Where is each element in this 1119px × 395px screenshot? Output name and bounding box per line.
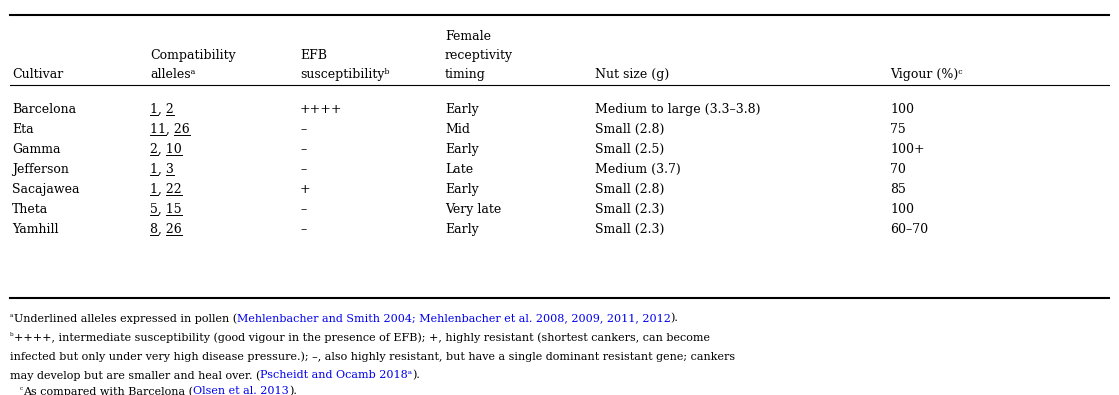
Text: Vigour (%)ᶜ: Vigour (%)ᶜ <box>890 68 962 81</box>
Text: ᵃ: ᵃ <box>10 313 13 322</box>
Text: Compatibility: Compatibility <box>150 49 236 62</box>
Text: Theta: Theta <box>12 203 48 216</box>
Text: Early: Early <box>445 223 479 236</box>
Text: Small (2.8): Small (2.8) <box>595 123 665 136</box>
Text: timing: timing <box>445 68 486 81</box>
Text: Pscheidt and Ocamb 2018ᵃ: Pscheidt and Ocamb 2018ᵃ <box>261 370 413 380</box>
Text: Late: Late <box>445 163 473 176</box>
Text: 60–70: 60–70 <box>890 223 928 236</box>
Text: 100: 100 <box>890 103 914 116</box>
Text: Small (2.3): Small (2.3) <box>595 203 665 216</box>
Text: Sacajawea: Sacajawea <box>12 183 79 196</box>
Text: ᵇ: ᵇ <box>10 332 13 341</box>
Text: ).: ). <box>670 313 678 324</box>
Text: Early: Early <box>445 183 479 196</box>
Text: –: – <box>300 123 307 136</box>
Text: Mid: Mid <box>445 123 470 136</box>
Text: Gamma: Gamma <box>12 143 60 156</box>
Text: 70: 70 <box>890 163 906 176</box>
Text: 1, 3: 1, 3 <box>150 163 173 176</box>
Text: Early: Early <box>445 143 479 156</box>
Text: Olsen et al. 2013: Olsen et al. 2013 <box>194 386 289 395</box>
Text: Jefferson: Jefferson <box>12 163 69 176</box>
Text: ++++: ++++ <box>300 103 342 116</box>
Text: Barcelona: Barcelona <box>12 103 76 116</box>
Text: 100: 100 <box>890 203 914 216</box>
Text: Medium (3.7): Medium (3.7) <box>595 163 680 176</box>
Text: ++++, intermediate susceptibility (good vigour in the presence of EFB); +, highl: ++++, intermediate susceptibility (good … <box>13 332 709 342</box>
Text: 1, 2: 1, 2 <box>150 103 173 116</box>
Text: ).: ). <box>289 386 297 395</box>
Text: Underlined alleles expressed in pollen (: Underlined alleles expressed in pollen ( <box>13 313 236 324</box>
Text: Eta: Eta <box>12 123 34 136</box>
Text: 75: 75 <box>890 123 905 136</box>
Text: Early: Early <box>445 103 479 116</box>
Text: may develop but are smaller and heal over. (: may develop but are smaller and heal ove… <box>10 370 261 380</box>
Text: –: – <box>300 223 307 236</box>
Text: Female: Female <box>445 30 491 43</box>
Text: –: – <box>300 203 307 216</box>
Text: Nut size (g): Nut size (g) <box>595 68 669 81</box>
Text: Cultivar: Cultivar <box>12 68 64 81</box>
Text: 85: 85 <box>890 183 906 196</box>
Text: As compared with Barcelona (: As compared with Barcelona ( <box>23 386 194 395</box>
Text: 5, 15: 5, 15 <box>150 203 181 216</box>
Text: infected but only under very high disease pressure.); –, also highly resistant, : infected but only under very high diseas… <box>10 351 735 361</box>
Text: –: – <box>300 163 307 176</box>
Text: susceptibilityᵇ: susceptibilityᵇ <box>300 68 389 81</box>
Text: 2, 10: 2, 10 <box>150 143 181 156</box>
Text: Small (2.8): Small (2.8) <box>595 183 665 196</box>
Text: allelesᵃ: allelesᵃ <box>150 68 196 81</box>
Text: 100+: 100+ <box>890 143 924 156</box>
Text: EFB: EFB <box>300 49 327 62</box>
Text: 11, 26: 11, 26 <box>150 123 190 136</box>
Text: ᶜ: ᶜ <box>20 386 23 395</box>
Text: receptivity: receptivity <box>445 49 514 62</box>
Text: Medium to large (3.3–3.8): Medium to large (3.3–3.8) <box>595 103 761 116</box>
Text: Very late: Very late <box>445 203 501 216</box>
Text: ).: ). <box>413 370 421 380</box>
Text: –: – <box>300 143 307 156</box>
Text: +: + <box>300 183 311 196</box>
Text: Yamhill: Yamhill <box>12 223 58 236</box>
Text: Small (2.5): Small (2.5) <box>595 143 665 156</box>
Text: 8, 26: 8, 26 <box>150 223 181 236</box>
Text: Small (2.3): Small (2.3) <box>595 223 665 236</box>
Text: 1, 22: 1, 22 <box>150 183 181 196</box>
Text: Mehlenbacher and Smith 2004; Mehlenbacher et al. 2008, 2009, 2011, 2012: Mehlenbacher and Smith 2004; Mehlenbache… <box>236 313 670 323</box>
